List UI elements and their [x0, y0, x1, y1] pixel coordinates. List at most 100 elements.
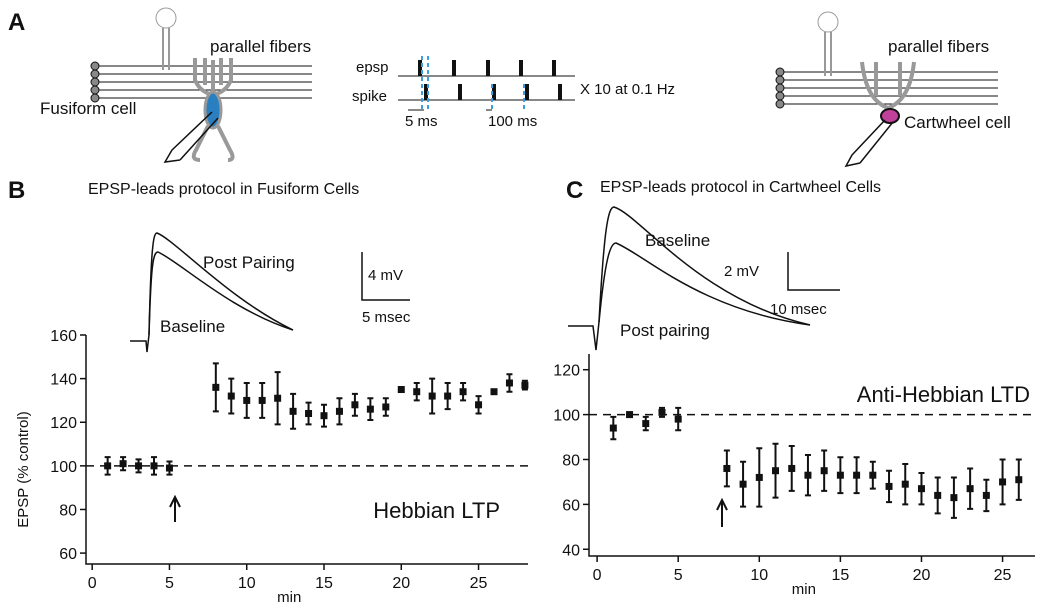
y-tick-label: 80 — [59, 502, 77, 519]
data-point — [901, 480, 909, 488]
data-point — [135, 462, 143, 470]
x-tick-label: 10 — [750, 567, 768, 584]
x-axis-label: min — [277, 589, 301, 605]
data-point — [227, 392, 235, 400]
y-tick-label: 60 — [562, 497, 580, 514]
panel-title: EPSP-leads protocol in Cartwheel Cells — [600, 179, 881, 196]
data-point — [934, 491, 942, 499]
y-tick-label: 160 — [50, 328, 77, 345]
data-point — [950, 494, 958, 502]
data-point — [413, 388, 421, 396]
data-point — [274, 394, 282, 402]
axis-line — [588, 354, 1035, 557]
data-point — [475, 401, 483, 409]
data-point — [335, 407, 343, 415]
data-point — [626, 411, 634, 419]
data-point — [917, 485, 925, 493]
y-tick-label: 120 — [553, 363, 580, 380]
fusiform-diagram — [90, 7, 312, 163]
data-point — [320, 412, 328, 420]
panel-title: EPSP-leads protocol in Fusiform Cells — [88, 181, 359, 198]
scale-label: 10 msec — [770, 301, 827, 318]
data-point — [836, 471, 844, 479]
panel-letter: B — [8, 177, 25, 204]
data-point — [258, 396, 266, 404]
data-point — [119, 460, 127, 468]
x-tick-label: 5 — [165, 575, 174, 592]
data-point — [243, 396, 251, 404]
protocol-label: X 10 at 0.1 Hz — [580, 81, 675, 98]
cell-label: Cartwheel cell — [904, 113, 1011, 132]
axis-line — [85, 335, 528, 565]
y-tick-label: 120 — [50, 415, 77, 432]
y-tick-label: 80 — [562, 452, 580, 469]
x-tick-label: 10 — [238, 575, 256, 592]
protocol-diagram — [398, 56, 575, 112]
protocol-label: 100 ms — [488, 113, 537, 130]
y-tick-label: 100 — [50, 459, 77, 476]
data-point — [444, 392, 452, 400]
y-tick-label: 100 — [553, 408, 580, 425]
epsp-traces — [130, 232, 410, 353]
data-point — [150, 462, 158, 470]
trace-label: Post pairing — [620, 321, 710, 340]
data-point — [351, 401, 359, 409]
scale-label: 4 mV — [368, 267, 403, 284]
x-tick-label: 5 — [674, 567, 683, 584]
data-point — [999, 478, 1007, 486]
y-tick-label: 60 — [59, 546, 77, 563]
x-tick-label: 20 — [913, 567, 931, 584]
data-point — [289, 407, 297, 415]
x-tick-label: 0 — [88, 575, 97, 592]
data-point — [674, 415, 682, 423]
trace-label: Baseline — [160, 317, 225, 336]
x-tick-label: 0 — [593, 567, 602, 584]
cell-label: Fusiform cell — [40, 99, 136, 118]
pairing-arrow — [169, 494, 181, 522]
x-tick-label: 15 — [831, 567, 849, 584]
annotation: Anti-Hebbian LTD — [857, 382, 1030, 407]
protocol-label: epsp — [356, 59, 389, 76]
data-point — [459, 388, 467, 396]
data-point — [966, 485, 974, 493]
data-point — [885, 482, 893, 490]
data-point — [505, 379, 513, 387]
scale-label: 5 msec — [362, 309, 411, 326]
x-tick-label: 15 — [315, 575, 333, 592]
annotation: Hebbian LTP — [373, 498, 500, 523]
data-point — [772, 467, 780, 475]
panel-letter: C — [566, 177, 583, 204]
data-point — [212, 383, 220, 391]
data-point — [982, 491, 990, 499]
x-tick-label: 20 — [392, 575, 410, 592]
protocol-label: 5 ms — [405, 113, 438, 130]
scale-label: 2 mV — [724, 263, 759, 280]
data-point — [609, 424, 617, 432]
y-axis-label: EPSP (% control) — [15, 411, 32, 527]
data-point — [428, 392, 436, 400]
x-tick-label: 25 — [994, 567, 1012, 584]
trace-label: Post Pairing — [203, 253, 295, 272]
epsp-traces — [568, 206, 840, 351]
x-axis-label: min — [792, 581, 816, 598]
data-point — [521, 381, 529, 389]
cartwheel-diagram — [775, 11, 998, 168]
data-point — [490, 388, 498, 396]
trace-label: Baseline — [645, 231, 710, 250]
data-point — [869, 471, 877, 479]
data-point — [788, 464, 796, 472]
data-point — [723, 464, 731, 472]
pairing-arrow — [716, 497, 728, 527]
data-point — [755, 473, 763, 481]
data-point — [853, 471, 861, 479]
data-point — [739, 480, 747, 488]
data-point — [305, 410, 313, 418]
fiber-label: parallel fibers — [210, 37, 311, 56]
y-tick-label: 40 — [562, 542, 580, 559]
data-point — [104, 462, 112, 470]
data-point — [658, 408, 666, 416]
y-tick-label: 140 — [50, 372, 77, 389]
protocol-label: spike — [352, 88, 387, 105]
data-point — [165, 464, 173, 472]
